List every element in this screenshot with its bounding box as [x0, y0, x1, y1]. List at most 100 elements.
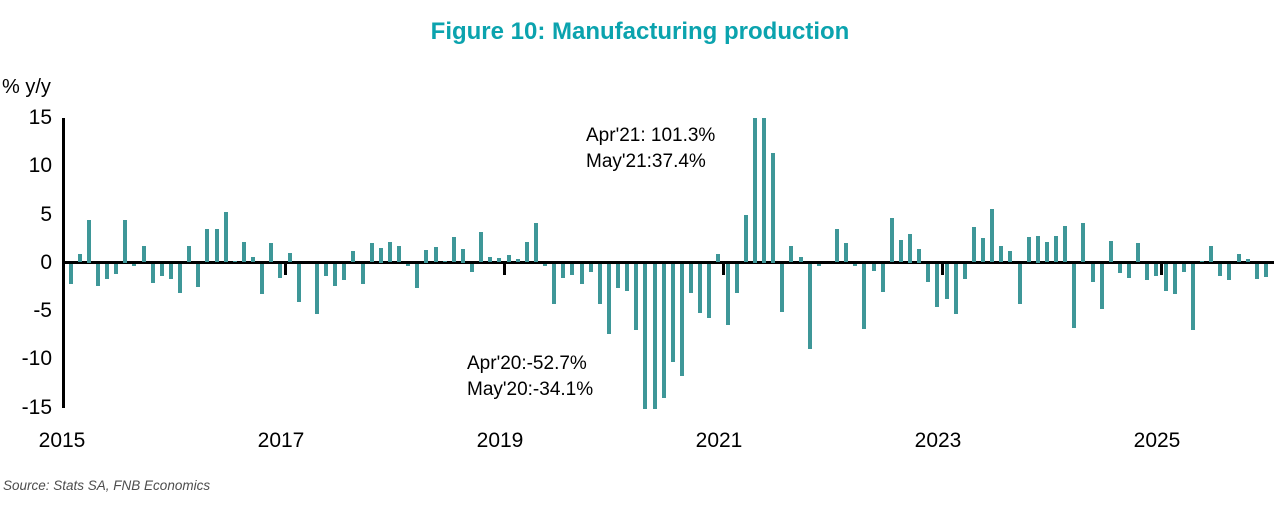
bar [908, 233, 913, 263]
annotation-trough-line1: Apr'20:-52.7% [467, 353, 587, 374]
bar [214, 228, 219, 263]
bar [971, 226, 976, 263]
bar [406, 264, 411, 266]
bar [342, 264, 347, 281]
bar [990, 209, 995, 263]
bar [743, 215, 748, 263]
bar [360, 264, 365, 285]
bar [132, 264, 137, 266]
bar [68, 264, 73, 285]
source-note: Source: Stats SA, FNB Economics [3, 478, 211, 493]
bar [752, 117, 757, 263]
bar [606, 264, 611, 334]
bar [570, 264, 575, 275]
bar [1081, 222, 1086, 263]
bar [278, 264, 283, 278]
bar [123, 220, 128, 263]
bar [506, 254, 511, 263]
bar [187, 246, 192, 263]
y-tick-label-15: 15 [28, 106, 52, 129]
bar [524, 242, 529, 263]
bar [77, 253, 82, 263]
bar [105, 264, 110, 279]
annotation-trough-line2: May'20:-34.1% [467, 379, 594, 400]
bar [1117, 264, 1122, 273]
y-tick-label-neg15: -15 [21, 396, 52, 419]
bar [734, 264, 739, 293]
bar [1227, 264, 1232, 281]
bar [853, 264, 858, 266]
bar [324, 264, 329, 276]
bar [807, 264, 812, 349]
bar [816, 264, 821, 266]
bar [442, 260, 447, 263]
bar [762, 117, 767, 263]
zero-axis-line [62, 261, 1274, 264]
bar [196, 264, 201, 288]
bar [579, 264, 584, 285]
bar [95, 264, 100, 287]
bar [150, 264, 155, 284]
bar [159, 264, 164, 276]
bar [369, 243, 374, 263]
bar [205, 228, 210, 263]
bar [1044, 242, 1049, 263]
annotation-peak: Apr'21: 101.3% May'21:37.4% [586, 123, 715, 175]
y-tick-label-10: 10 [28, 154, 52, 177]
x-year-label: 2019 [476, 429, 524, 452]
y-axis-unit-label: % y/y [2, 76, 51, 98]
bar [333, 264, 338, 287]
bar [1108, 241, 1113, 263]
x-axis-tick [940, 264, 944, 275]
x-year-label: 2021 [695, 429, 743, 452]
bar [981, 238, 986, 263]
bar [223, 212, 228, 263]
bar [935, 264, 940, 308]
bar [835, 228, 840, 263]
bar [1245, 258, 1250, 263]
bar [689, 264, 694, 293]
bar [1263, 264, 1268, 277]
bar [451, 237, 456, 263]
x-axis-tick [502, 264, 506, 275]
bar [543, 264, 548, 266]
bar [652, 264, 657, 409]
bar [241, 242, 246, 263]
bar [287, 252, 292, 263]
bar [716, 253, 721, 263]
bar [1063, 225, 1068, 263]
bar [1017, 264, 1022, 304]
bar [1035, 235, 1040, 263]
bar [1172, 264, 1177, 294]
bar [460, 249, 465, 263]
x-axis-tick [283, 264, 287, 275]
bar [168, 264, 173, 279]
x-year-label: 2023 [914, 429, 962, 452]
bar [670, 264, 675, 363]
bar [1190, 264, 1195, 330]
annotation-peak-line2: May'21:37.4% [586, 151, 706, 172]
bar [378, 248, 383, 263]
bar [999, 246, 1004, 263]
bar [1008, 250, 1013, 263]
bar [515, 258, 520, 263]
bar [698, 264, 703, 314]
bar [479, 231, 484, 263]
bar [661, 264, 666, 399]
bar [1072, 264, 1077, 328]
bar [497, 257, 502, 263]
chart-title: Figure 10: Manufacturing production [430, 18, 850, 45]
bar [1099, 264, 1104, 310]
bar [488, 256, 493, 263]
bar [1026, 237, 1031, 263]
y-tick-label-5: 5 [40, 203, 52, 226]
x-year-label: 2015 [38, 429, 86, 452]
bar [260, 264, 265, 294]
bar [424, 250, 429, 263]
bar [798, 256, 803, 263]
bar [141, 246, 146, 263]
bar [707, 264, 712, 318]
bar [433, 247, 438, 263]
bar [634, 264, 639, 330]
